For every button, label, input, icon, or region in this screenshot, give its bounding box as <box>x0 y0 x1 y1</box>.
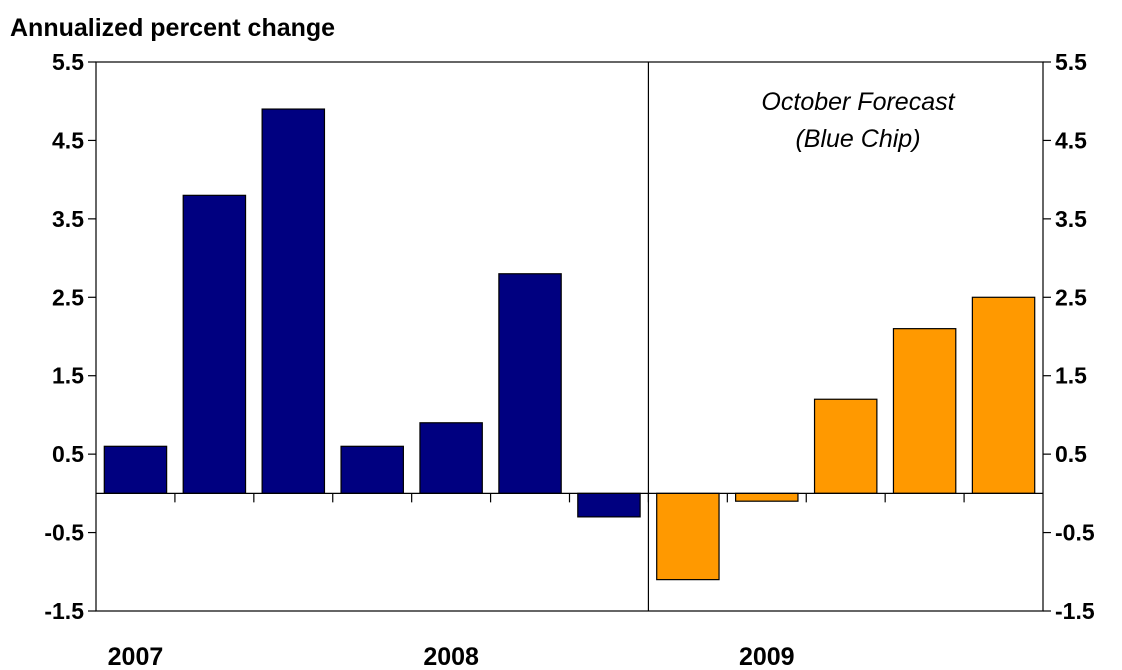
year-label-2007: 2007 <box>108 643 164 670</box>
bar-8 <box>656 492 720 581</box>
bar-3 <box>261 108 326 494</box>
y-tick-label-right: 0.5 <box>1055 441 1087 467</box>
y-tick-label-right: 1.5 <box>1055 363 1087 389</box>
y-tick-label-left: -1.5 <box>44 598 84 624</box>
bar-11 <box>892 328 957 494</box>
y-tick-label-left: 4.5 <box>52 127 84 153</box>
bar-7 <box>577 492 641 518</box>
bar-5 <box>419 422 483 494</box>
forecast-annotation-line-2: (Blue Chip) <box>795 125 920 153</box>
y-tick-label-right: 4.5 <box>1055 127 1087 153</box>
y-tick-label-right: 2.5 <box>1055 284 1087 310</box>
bar-2 <box>182 194 247 494</box>
bar-1 <box>103 445 168 494</box>
y-tick-label-left: 5.5 <box>52 49 84 75</box>
bar-4 <box>340 445 404 494</box>
bar-9 <box>735 492 799 502</box>
y-axis-title: Annualized percent change <box>10 14 336 42</box>
year-label-2008: 2008 <box>423 643 479 670</box>
bar-12 <box>971 296 1036 494</box>
y-tick-label-right: 5.5 <box>1055 49 1087 75</box>
y-tick-label-right: -0.5 <box>1055 520 1095 546</box>
y-tick-label-right: 3.5 <box>1055 206 1087 232</box>
y-tick-label-left: 0.5 <box>52 441 84 467</box>
y-tick-label-right: -1.5 <box>1055 598 1095 624</box>
y-tick-label-left: 3.5 <box>52 206 84 232</box>
y-tick-label-left: -0.5 <box>44 520 84 546</box>
forecast-annotation-line-1: October Forecast <box>761 88 955 116</box>
y-tick-label-left: 2.5 <box>52 284 84 310</box>
plot-frame <box>95 61 1044 612</box>
bar-6 <box>498 273 562 494</box>
year-label-2009: 2009 <box>739 643 795 670</box>
y-tick-label-left: 1.5 <box>52 363 84 389</box>
bar-10 <box>813 398 878 494</box>
